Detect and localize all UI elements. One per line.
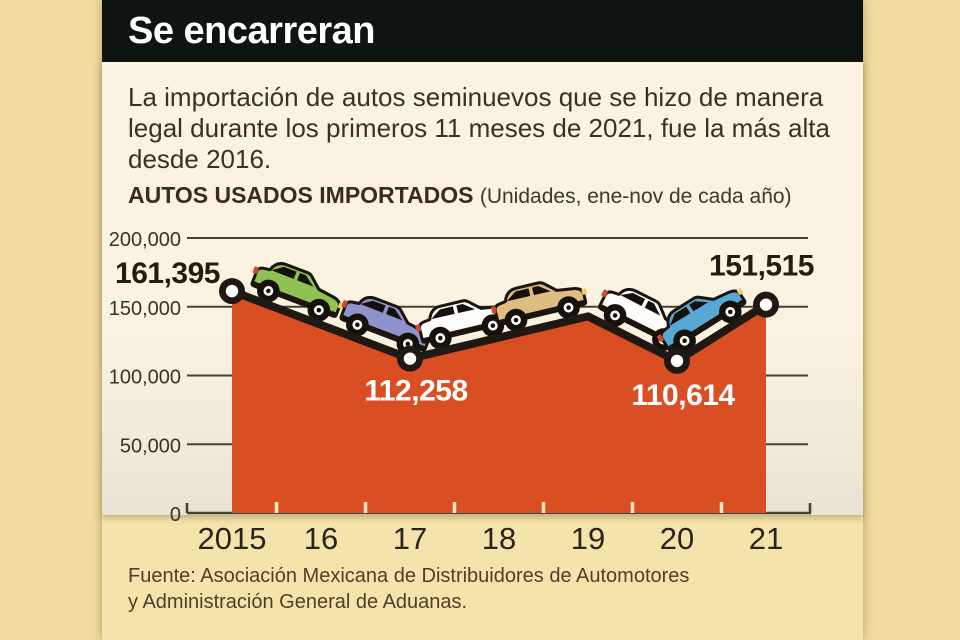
- chart-units-note: (Unidades, ene-nov de cada año): [479, 185, 792, 208]
- chart-heading: AUTOS USADOS IMPORTADOS (Unidades, ene-n…: [128, 182, 848, 209]
- chart-heading-bold: AUTOS USADOS IMPORTADOS: [128, 182, 474, 208]
- intro-text: La importación de autos seminuevos que s…: [128, 82, 830, 174]
- source-line-1: Fuente: Asociación Mexicana de Distribui…: [128, 565, 690, 587]
- header-band: Se encarreran: [102, 0, 863, 62]
- page-title: Se encarreran: [128, 10, 376, 52]
- source-line-2: y Administración General de Aduanas.: [128, 591, 468, 613]
- source-note: Fuente: Asociación Mexicana de Distribui…: [128, 563, 808, 615]
